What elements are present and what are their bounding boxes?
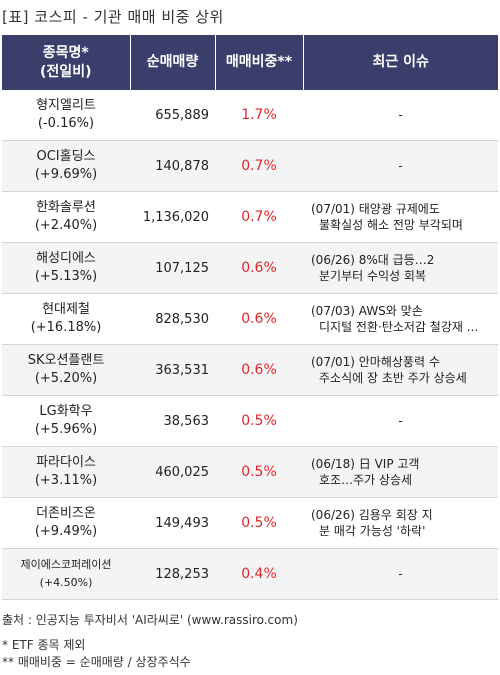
table-row: 파라다이스 (+3.11%) 460,025 0.5% (06/18) 日 VIP 고객…	[2, 446, 498, 498]
price-change: (+5.13%)	[34, 269, 98, 284]
issue-line-1: (07/01) 안마해상풍력 수	[311, 355, 440, 369]
issue-line-2: 분 매각 가능성 '하락'	[319, 524, 426, 538]
issue-line-2: 불확실성 해소 전망 부각되며	[319, 218, 463, 232]
table-row: LG화학우 (+5.96%) 38,563 0.5% -	[2, 395, 498, 447]
trade-ratio-cell: 0.5%	[215, 497, 303, 549]
net-volume-cell: 38,563	[130, 395, 215, 447]
trade-ratio-cell: 0.5%	[215, 395, 303, 447]
stock-name: LG화학우	[39, 404, 93, 419]
stock-name: OCI홀딩스	[36, 149, 96, 164]
issue-line-1: -	[398, 159, 403, 173]
issue-line-1: -	[398, 108, 403, 122]
table-row: 해성디에스 (+5.13%) 107,125 0.6% (06/26) 8%대 급등…2…	[2, 242, 498, 294]
stock-name-cell: 더존비즈온 (+9.49%)	[2, 497, 130, 549]
footnote-ratio: ** 매매비중 = 순매매량 / 상장주식수	[2, 655, 191, 669]
issue-line-1: (07/01) 태양광 규제에도	[311, 202, 440, 216]
table-row: OCI홀딩스 (+9.69%) 140,878 0.7% -	[2, 140, 498, 192]
net-volume-cell: 1,136,020	[130, 191, 215, 243]
header-trade-ratio: 매매비중**	[215, 35, 304, 90]
table-row: 제이에스코퍼레이션 (+4.50%) 128,253 0.4% -	[2, 548, 498, 600]
trade-ratio-cell: 0.7%	[215, 191, 303, 243]
header-recent-issue: 최근 이슈	[303, 35, 498, 90]
header-stock-name: 종목명* (전일비)	[2, 35, 131, 90]
issue-line-2: 디지털 전환·탄소저감 철강재 ...	[319, 320, 479, 334]
net-volume-cell: 140,878	[130, 140, 215, 192]
trade-ratio-cell: 0.6%	[215, 242, 303, 294]
stock-name: 해성디에스	[36, 251, 96, 266]
issue-line-2: 분기부터 수익성 회복	[319, 269, 426, 283]
net-volume-cell: 460,025	[130, 446, 215, 498]
stock-name-cell: 현대제철 (+16.18%)	[2, 293, 130, 345]
header-net-volume: 순매매량	[130, 35, 216, 90]
trade-ratio-cell: 0.6%	[215, 293, 303, 345]
stock-name: 형지엘리트	[36, 98, 96, 113]
trade-ratio-cell: 0.5%	[215, 446, 303, 498]
trade-ratio-cell: 0.4%	[215, 548, 303, 600]
price-change: (-0.16%)	[37, 116, 95, 131]
price-change: (+9.49%)	[34, 524, 98, 539]
issue-line-1: -	[398, 567, 403, 581]
recent-issue-cell: -	[303, 90, 498, 141]
issue-line-1: (06/26) 김용우 회장 지	[311, 508, 433, 522]
stock-name: 현대제철	[42, 302, 90, 317]
table-row: 형지엘리트 (-0.16%) 655,889 1.7% -	[2, 90, 498, 141]
recent-issue-cell: -	[303, 548, 498, 600]
trade-ratio-cell: 1.7%	[215, 90, 303, 141]
net-volume-cell: 149,493	[130, 497, 215, 549]
issue-line-2: 주소식에 장 초반 주가 상승세	[319, 371, 467, 385]
stock-name-cell: 한화솔루션 (+2.40%)	[2, 191, 130, 243]
price-change: (+16.18%)	[30, 320, 102, 335]
issue-line-2: 호조…주가 상승세	[319, 473, 413, 487]
institutional-trading-table: 종목명* (전일비) 순매매량 매매비중** 최근 이슈 형지엘리트 (-0.16…	[2, 35, 498, 600]
price-change: (+2.40%)	[34, 218, 98, 233]
stock-name: 제이에스코퍼레이션	[20, 558, 112, 571]
stock-name-cell: 제이에스코퍼레이션 (+4.50%)	[2, 548, 130, 600]
stock-name-cell: SK오션플랜트 (+5.20%)	[2, 344, 130, 396]
recent-issue-cell: -	[303, 395, 498, 447]
table-row: 한화솔루션 (+2.40%) 1,136,020 0.7% (07/01) 태양광 규제…	[2, 191, 498, 243]
price-change: (+5.20%)	[34, 371, 98, 386]
footnote-etf: * ETF 종목 제외	[2, 638, 86, 652]
issue-line-1: (06/26) 8%대 급등…2	[311, 253, 435, 267]
recent-issue-cell: -	[303, 140, 498, 192]
stock-name-cell: 파라다이스 (+3.11%)	[2, 446, 130, 498]
net-volume-cell: 128,253	[130, 548, 215, 600]
stock-name: SK오션플랜트	[27, 353, 105, 368]
header-change-label: (전일비)	[40, 63, 92, 80]
table-row: SK오션플랜트 (+5.20%) 363,531 0.6% (07/01) 안마해상풍력…	[2, 344, 498, 396]
trade-ratio-cell: 0.6%	[215, 344, 303, 396]
page-title: [표] 코스피 - 기관 매매 비중 상위	[2, 8, 224, 26]
stock-name-cell: OCI홀딩스 (+9.69%)	[2, 140, 130, 192]
net-volume-cell: 107,125	[130, 242, 215, 294]
stock-name-cell: 해성디에스 (+5.13%)	[2, 242, 130, 294]
price-change: (+9.69%)	[34, 167, 98, 182]
trade-ratio-cell: 0.7%	[215, 140, 303, 192]
net-volume-cell: 828,530	[130, 293, 215, 345]
stock-name: 한화솔루션	[36, 200, 96, 215]
net-volume-cell: 655,889	[130, 90, 215, 141]
recent-issue-cell: (06/26) 8%대 급등…2 분기부터 수익성 회복	[303, 242, 498, 294]
issue-line-1: (07/03) AWS와 맞손	[311, 304, 423, 318]
issue-line-1: -	[398, 414, 403, 428]
table-header-row: 종목명* (전일비) 순매매량 매매비중** 최근 이슈	[2, 35, 498, 90]
stock-name: 파라다이스	[36, 455, 96, 470]
price-change: (+5.96%)	[34, 422, 98, 437]
issue-line-1: (06/18) 日 VIP 고객	[311, 457, 420, 471]
table-row: 더존비즈온 (+9.49%) 149,493 0.5% (06/26) 김용우 회장 지…	[2, 497, 498, 549]
stock-name-cell: LG화학우 (+5.96%)	[2, 395, 130, 447]
table-row: 현대제철 (+16.18%) 828,530 0.6% (07/03) AWS와 맞손 디…	[2, 293, 498, 345]
source-note: 출처 : 인공지능 투자비서 'AI라씨로' (www.rassiro.com)	[2, 613, 298, 627]
price-change: (+3.11%)	[34, 473, 98, 488]
net-volume-cell: 363,531	[130, 344, 215, 396]
price-change: (+4.50%)	[39, 576, 93, 589]
stock-name: 더존비즈온	[36, 506, 96, 521]
header-stock-name-label: 종목명*	[42, 44, 89, 61]
stock-name-cell: 형지엘리트 (-0.16%)	[2, 90, 130, 141]
